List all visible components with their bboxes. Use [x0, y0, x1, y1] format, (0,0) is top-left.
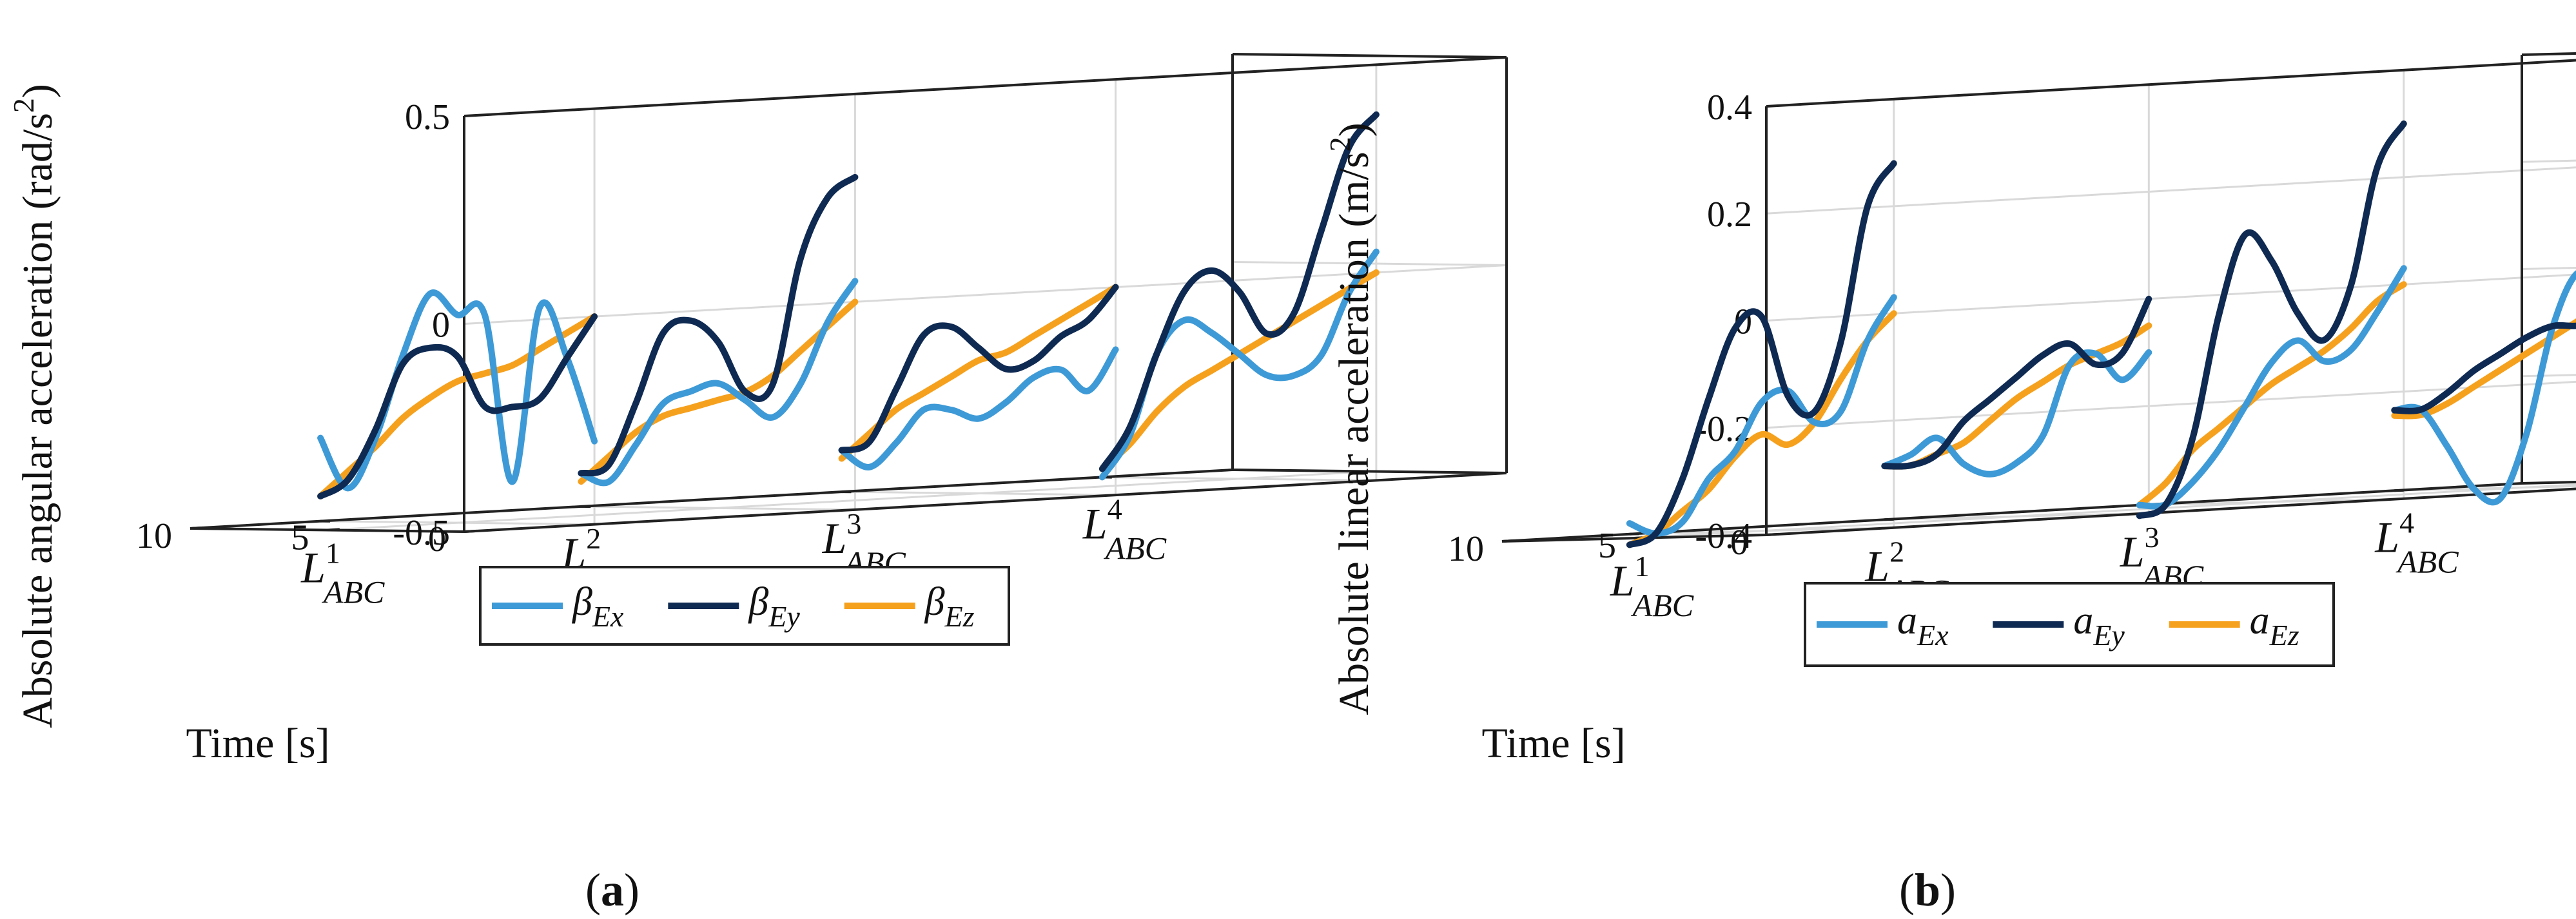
- series-line-ex-group-3: [2136, 265, 2407, 510]
- series-line-ez-group-3: [838, 284, 1119, 462]
- grid-line-side: [2521, 374, 2576, 378]
- series-line-ex-group-2: [578, 278, 859, 487]
- axis-edge: [1766, 487, 2576, 536]
- legend-label-ez: aEz: [2250, 599, 2299, 652]
- axis-edge: [1232, 469, 1507, 474]
- time-tick-label: 5: [291, 518, 309, 558]
- legend-box: [1804, 582, 2335, 667]
- axis-edge: [2521, 480, 2576, 485]
- legend-label-ex: βEx: [572, 580, 624, 633]
- chart-panel-a: 0.50-0.51050L1ABCL2ABCL3ABCL4ABCAbsolute…: [7, 53, 1508, 916]
- grid-line-side: [2521, 159, 2576, 163]
- panel-caption: (b): [1899, 864, 1956, 916]
- series-line-ex-group-3: [838, 346, 1119, 470]
- grid-line-z: [1766, 59, 2576, 108]
- z-tick-label: 0: [432, 305, 450, 345]
- time-tick: [1766, 532, 1779, 536]
- axis-edge: [1232, 53, 1507, 59]
- series-line-ez-group-4: [2391, 318, 2576, 420]
- legend: aEx aEy aEz: [1804, 582, 2335, 667]
- grid-line-z: [1766, 380, 2576, 429]
- legend-label-ey: βEy: [748, 580, 800, 633]
- grid-line-z: [1766, 273, 2576, 322]
- grid-line-time: [327, 470, 1370, 531]
- series-line-ex-group-1: [1626, 294, 1897, 537]
- series-line-ey-group-3: [838, 284, 1119, 454]
- series-line-ez-group-2: [578, 298, 859, 485]
- z-tick-label: -0.4: [1695, 516, 1752, 556]
- grid-line-z: [463, 264, 1507, 325]
- panel-caption: (a): [585, 864, 639, 916]
- series-line-ey-group-1: [1626, 160, 1897, 548]
- series-line-ey-group-4: [1098, 111, 1380, 472]
- series-line-ex-group-4: [2391, 270, 2576, 506]
- legend-label-ez: βEz: [924, 580, 975, 633]
- series-line-ey-group-4: [2391, 322, 2576, 414]
- category-label: L1 ABC: [300, 537, 385, 610]
- time-tick-label: 10: [136, 516, 172, 556]
- grid-line-side: [2521, 266, 2576, 270]
- time-tick-label: 0: [1730, 523, 1748, 563]
- series-line-ey-group-1: [317, 313, 598, 499]
- z-tick-label: 0.2: [1707, 195, 1752, 235]
- category-label: L4 ABC: [2374, 506, 2459, 579]
- series-line-ex-group-1: [317, 289, 598, 492]
- chart-panel-b: 0.40.20-0.2-0.41050L1ABCL2ABCL3ABCL4ABCA…: [1323, 52, 2576, 916]
- time-tick-label: 0: [428, 519, 446, 559]
- z-tick-label: 0.5: [405, 97, 450, 137]
- legend-label-ex: aEx: [1897, 599, 1949, 652]
- series-line-ez-group-1: [1626, 310, 1897, 548]
- series-line-ey-group-2: [578, 173, 859, 477]
- z-tick-label: -0.5: [393, 513, 450, 553]
- z-axis-label: Absolute linear acceleration (m/s2): [1323, 122, 1378, 715]
- axis-edge: [1766, 59, 2576, 108]
- legend-box: [479, 566, 1010, 646]
- time-tick-label: 5: [1598, 526, 1616, 566]
- category-label: L1 ABC: [1610, 550, 1694, 623]
- legend-label-ey: aEy: [2073, 599, 2125, 652]
- time-axis-label: Time [s]: [186, 720, 329, 767]
- axis-edge: [463, 56, 1507, 117]
- axis-edge: [2521, 52, 2576, 56]
- legend: βEx βEy βEz: [479, 566, 1010, 646]
- axis-edge: [190, 469, 1233, 530]
- category-label: L4 ABC: [1082, 492, 1167, 566]
- series-line-ey-group-3: [2136, 120, 2407, 519]
- series-line-ey-group-2: [1881, 295, 2152, 470]
- time-tick: [463, 529, 477, 533]
- time-tick: [327, 528, 340, 532]
- z-tick-label: 0.4: [1707, 88, 1752, 128]
- grid-line-time: [1634, 483, 2576, 539]
- grid-line-z: [1766, 166, 2576, 215]
- time-tick-label: 10: [1448, 529, 1484, 569]
- time-axis-label: Time [s]: [1481, 720, 1625, 767]
- axis-edge: [463, 472, 1507, 533]
- z-axis-label: Absolute angular acceleration (rad/s2): [7, 84, 61, 728]
- grid-line-z: [1766, 488, 2576, 536]
